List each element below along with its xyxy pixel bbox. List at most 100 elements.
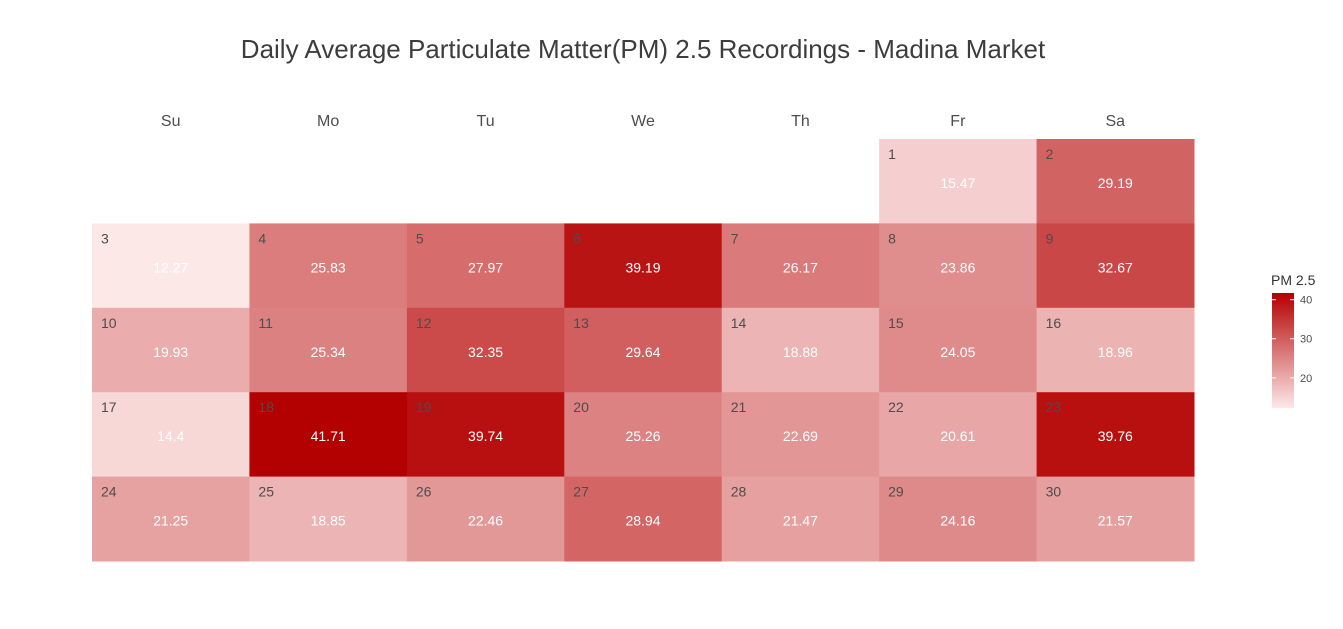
pm-value-label: 26.17 (783, 259, 818, 275)
cell-fill (92, 307, 250, 393)
calendar-cell: 312.27 (92, 223, 250, 309)
cell-fill (721, 223, 880, 309)
day-number: 27 (573, 484, 589, 500)
cell-fill (249, 307, 408, 393)
cell-fill (879, 307, 1038, 393)
cell-fill (721, 307, 880, 393)
cell-fill (564, 392, 723, 478)
calendar-cell: 30 21.57 (1036, 476, 1195, 562)
cell-fill (1036, 476, 1195, 562)
day-number: 10 (101, 315, 117, 331)
day-number: 2 (1046, 146, 1054, 162)
weekday-headers: Su Mo Tu We Th Fr Sa (161, 113, 1125, 130)
cell-fill (879, 476, 1038, 562)
calendar-cells: 115.47229.19312.27425.83527.97639.19726.… (92, 139, 1195, 562)
day-number: 7 (731, 230, 739, 246)
day-number: 16 (1046, 315, 1062, 331)
weekday-label: Sa (1106, 113, 1126, 130)
calendar-cell: 12 32.35 (406, 307, 565, 393)
cell-fill (1036, 223, 1195, 309)
day-number: 22 (888, 399, 904, 415)
pm-value-label: 29.19 (1098, 175, 1133, 191)
weekday-label: Mo (317, 113, 339, 130)
calendar-cell: 14 18.88 (721, 307, 880, 393)
calendar-cell: 17 14.4 (92, 392, 250, 478)
calendar-cell: 26 22.46 (406, 476, 565, 562)
calendar-cell: 25 18.85 (249, 476, 408, 562)
pm-value-label: 21.57 (1098, 513, 1133, 529)
cell-fill (564, 223, 723, 309)
cell-fill (92, 392, 250, 478)
calendar-cell: 29 24.16 (879, 476, 1038, 562)
calendar-cell: 16 18.96 (1036, 307, 1195, 393)
pm-value-label: 22.46 (468, 513, 503, 529)
cell-fill (879, 223, 1038, 309)
day-number: 5 (416, 230, 424, 246)
calendar-cell: 11 25.34 (249, 307, 408, 393)
pm-value-label: 25.83 (311, 259, 346, 275)
cell-fill (249, 223, 408, 309)
calendar-cell: 27 28.94 (564, 476, 723, 562)
pm-value-label: 25.26 (625, 428, 660, 444)
pm-value-label: 18.88 (783, 344, 818, 360)
calendar-cell: 28 21.47 (721, 476, 880, 562)
legend-tick-label: 40 (1300, 295, 1312, 307)
day-number: 18 (258, 399, 274, 415)
day-number: 17 (101, 399, 117, 415)
day-number: 13 (573, 315, 589, 331)
day-number: 21 (731, 399, 747, 415)
day-number: 19 (416, 399, 432, 415)
day-number: 26 (416, 484, 432, 500)
pm-value-label: 28.94 (625, 513, 660, 529)
legend-title: PM 2.5 (1271, 272, 1316, 288)
cell-fill (92, 223, 250, 309)
day-number: 24 (101, 484, 117, 500)
cell-fill (406, 307, 565, 393)
calendar-cell: 932.67 (1036, 223, 1195, 309)
pm-value-label: 29.64 (625, 344, 660, 360)
pm-value-label: 24.16 (940, 513, 975, 529)
calendar-cell: 20 25.26 (564, 392, 723, 478)
day-number: 11 (258, 315, 273, 331)
day-number: 8 (888, 230, 896, 246)
calendar-cell: 24 21.25 (92, 476, 250, 562)
pm-value-label: 21.47 (783, 513, 818, 529)
weekday-label: We (631, 113, 655, 130)
cell-fill (406, 476, 565, 562)
cell-fill (406, 223, 565, 309)
calendar-cell: 19 39.74 (406, 392, 565, 478)
pm-value-label: 15.47 (940, 175, 975, 191)
day-number: 14 (731, 315, 747, 331)
pm-value-label: 39.74 (468, 428, 503, 444)
cell-fill (564, 476, 723, 562)
weekday-label: Tu (477, 113, 495, 130)
chart-title: Daily Average Particulate Matter(PM) 2.5… (241, 34, 1046, 64)
cell-fill (249, 392, 408, 478)
legend-tick-label: 30 (1300, 334, 1312, 346)
calendar-cell: 726.17 (721, 223, 880, 309)
pm-value-label: 39.76 (1098, 428, 1133, 444)
day-number: 1 (888, 146, 896, 162)
day-number: 12 (416, 315, 432, 331)
pm-value-label: 41.71 (311, 428, 346, 444)
day-number: 28 (731, 484, 747, 500)
calendar-cell: 22 20.61 (879, 392, 1038, 478)
calendar-cell: 115.47 (879, 139, 1038, 224)
day-number: 30 (1046, 484, 1062, 500)
pm-value-label: 21.25 (153, 513, 188, 529)
day-number: 20 (573, 399, 589, 415)
pm-value-label: 20.61 (940, 428, 975, 444)
weekday-label: Th (791, 113, 810, 130)
calendar-cell: 15 24.05 (879, 307, 1038, 393)
day-number: 3 (101, 230, 109, 246)
calendar-cell: 639.19 (564, 223, 723, 309)
day-number: 23 (1046, 399, 1062, 415)
calendar-cell: 21 22.69 (721, 392, 880, 478)
weekday-label: Su (161, 113, 181, 130)
day-number: 25 (258, 484, 274, 500)
pm-value-label: 19.93 (153, 344, 188, 360)
pm-value-label: 39.19 (625, 259, 660, 275)
day-number: 29 (888, 484, 904, 500)
calendar-cell: 425.83 (249, 223, 408, 309)
